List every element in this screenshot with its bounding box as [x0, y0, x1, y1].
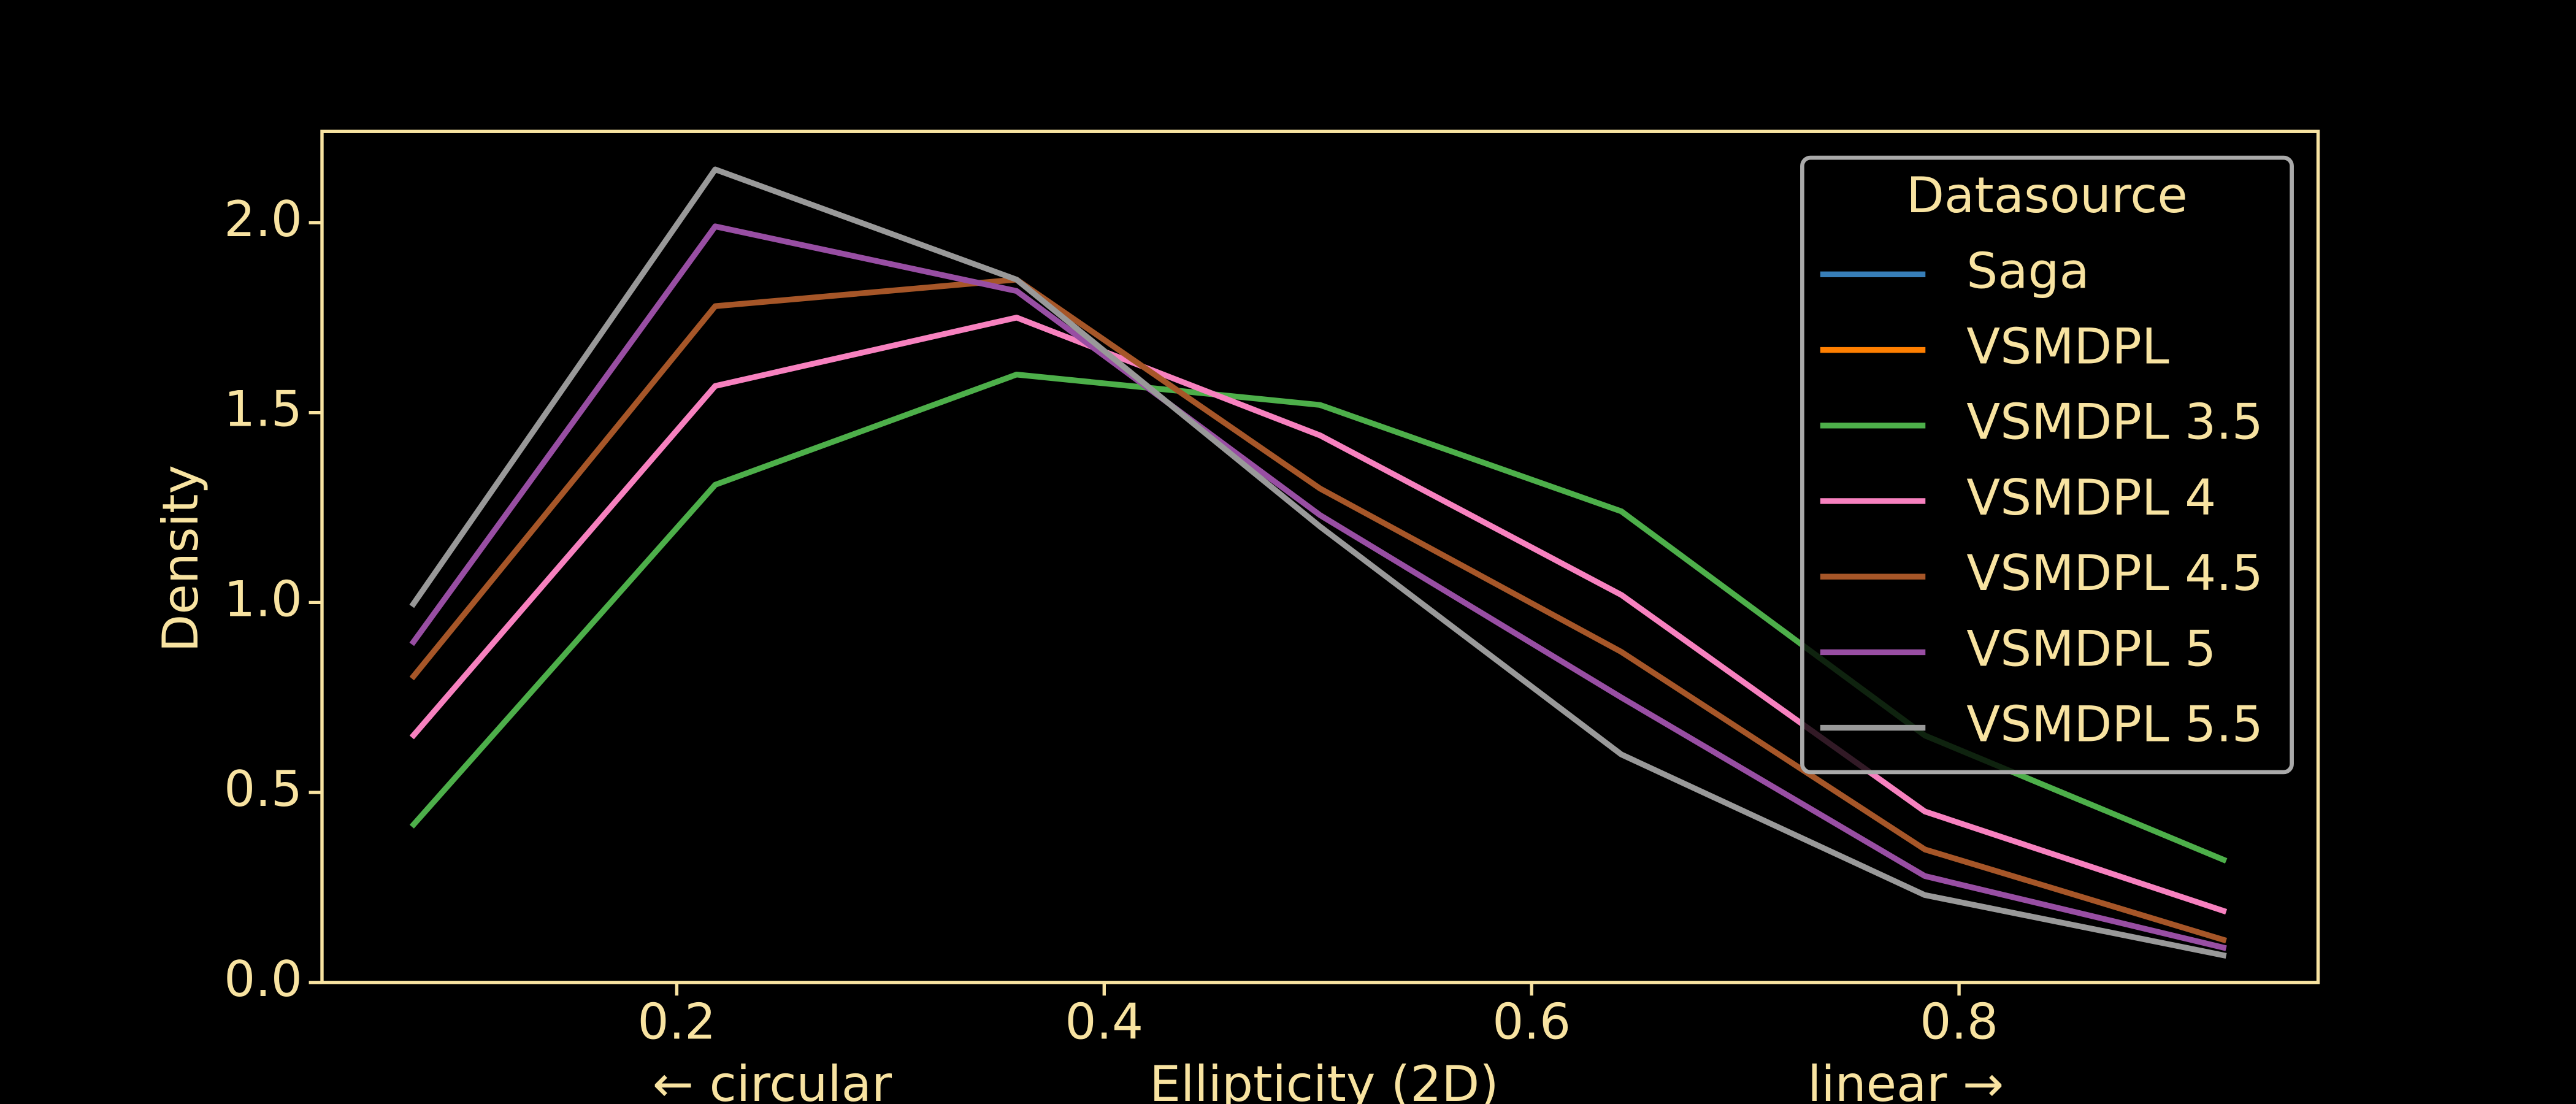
legend-label: Saga	[1966, 242, 2089, 299]
x-axis-label: Ellipticity (2D)	[1149, 1055, 1498, 1104]
legend-label: VSMDPL	[1966, 318, 2169, 375]
y-tick-label: 1.0	[224, 570, 302, 627]
y-tick-label: 1.5	[224, 380, 302, 438]
y-tick-label: 2.0	[224, 190, 302, 248]
series-line	[409, 166, 2227, 959]
x-tick-label: 0.2	[638, 992, 716, 1050]
series-line	[409, 277, 2227, 944]
x-tick-label: 0.4	[1065, 992, 1143, 1050]
legend-label: VSMDPL 4	[1966, 469, 2216, 526]
annotation: ← circular	[653, 1055, 892, 1104]
plot-frame	[320, 129, 2320, 984]
y-tick-label: 0.0	[224, 950, 302, 1008]
y-axis-label: Density	[151, 465, 209, 652]
legend-title: Datasource	[1906, 166, 2188, 224]
legend-label: VSMDPL 3.5	[1966, 393, 2263, 451]
legend-label: VSMDPL 4.5	[1966, 544, 2263, 602]
x-tick-label: 0.8	[1920, 992, 1998, 1050]
y-tick-label: 0.5	[224, 760, 302, 818]
annotation: linear →	[1807, 1055, 2004, 1104]
legend-label: VSMDPL 5.5	[1966, 696, 2263, 753]
x-tick-label: 0.6	[1492, 992, 1571, 1050]
series-line	[409, 223, 2227, 951]
legend-box	[1800, 155, 2294, 775]
series-line	[409, 315, 2228, 915]
legend-label: VSMDPL 5	[1966, 619, 2216, 677]
